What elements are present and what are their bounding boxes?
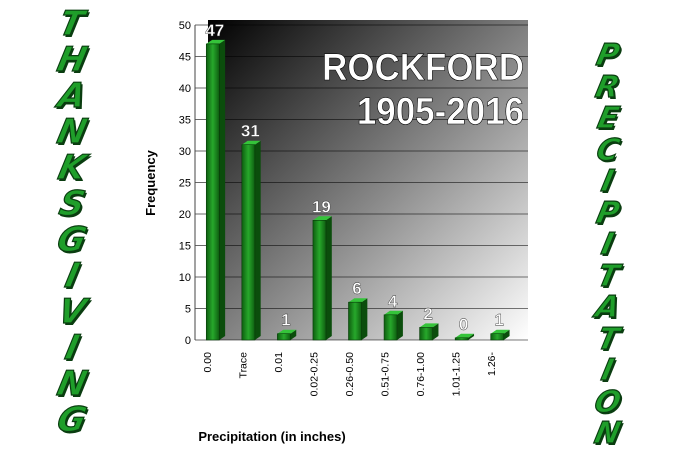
x-axis-label: Precipitation (in inches) (198, 429, 345, 444)
bar-top (312, 216, 332, 221)
chart-title: ROCKFORD (322, 46, 524, 89)
x-tick-label: Trace (237, 352, 249, 379)
x-axis: 0.00 Trace 0.01 0.02-0.25 0.26-0.50 0.51-0.75… (202, 352, 498, 397)
bar-side (254, 140, 261, 340)
gridlines (195, 24, 528, 341)
y-tick-label: 15 (179, 241, 191, 253)
x-tick-label: 1.26- (486, 352, 498, 376)
bar-front (312, 220, 327, 341)
x-tick-label: 1.01-1.25 (451, 352, 463, 397)
bar-top (206, 39, 226, 44)
x-tick-label: 0.00 (202, 352, 214, 373)
data-label: 1 (494, 311, 503, 330)
bar-top (241, 140, 261, 145)
bar-side (290, 329, 297, 340)
bar-0.76-1.00: 2 (419, 304, 439, 341)
bar-side (219, 39, 226, 341)
bar-front (241, 144, 256, 341)
bar-top (455, 333, 475, 338)
bar-top (419, 323, 439, 328)
y-tick-label: 25 (179, 178, 191, 190)
y-tick-label: 0 (185, 335, 191, 347)
y-tick-label: 10 (179, 272, 191, 284)
y-axis-label: Frequency (143, 149, 158, 216)
bar-front (277, 333, 291, 341)
bar-front (383, 314, 398, 341)
y-tick-label: 40 (179, 83, 191, 95)
x-tick-label: 0.76-1.00 (415, 352, 427, 397)
bar-front (419, 327, 433, 341)
data-label: 19 (312, 197, 331, 216)
bar-front (205, 43, 220, 341)
y-tick-label: 35 (179, 115, 191, 127)
bar-front (454, 337, 469, 341)
data-label: 47 (205, 21, 224, 40)
data-label: 1 (281, 311, 290, 330)
bar-1.01-1.25: 0 (454, 315, 475, 341)
y-tick-label: 20 (179, 209, 191, 221)
x-tick-label: 0.02-0.25 (308, 352, 320, 397)
x-tick-label: 0.51-0.75 (380, 352, 392, 397)
bars: 47 31 1 19 6 4 2 0 1 (205, 21, 510, 341)
bar-side (361, 298, 368, 340)
bar-side (397, 310, 403, 340)
bar-front (348, 301, 362, 341)
y-tick-label: 50 (179, 20, 191, 32)
x-tick-label: 0.01 (273, 352, 285, 373)
bar-top (277, 329, 297, 334)
bar-front (490, 333, 505, 341)
bar-0.51-0.75: 4 (383, 292, 403, 341)
data-label: 2 (423, 304, 432, 323)
bar-0.01: 1 (277, 311, 297, 341)
y-tick-label: 5 (185, 304, 191, 316)
bar-0.26-0.50: 6 (348, 279, 368, 341)
data-label: 6 (352, 279, 361, 298)
y-axis: 0 5 10 15 20 25 30 35 40 45 50 (179, 20, 196, 347)
chart-back-wall (208, 20, 528, 340)
bar-1.26-: 1 (490, 311, 510, 341)
bar-0.02-0.25: 19 (312, 197, 332, 341)
bar-0.00: 47 (205, 21, 226, 341)
bar-side (325, 216, 332, 340)
data-label: 4 (388, 292, 398, 311)
bar-Trace: 31 (241, 121, 261, 341)
bar-top (384, 310, 403, 315)
data-label: 31 (241, 122, 260, 141)
bar-side (503, 329, 510, 340)
bar-side (432, 323, 439, 340)
y-tick-label: 45 (179, 52, 191, 64)
y-tick-label: 30 (179, 146, 191, 158)
x-tick-label: 0.26-0.50 (344, 352, 356, 397)
bar-side (468, 333, 475, 340)
bar-top (490, 329, 510, 334)
data-label: 0 (459, 315, 468, 334)
bar-top (348, 298, 368, 303)
chart-subtitle: 1905-2016 (357, 90, 524, 133)
